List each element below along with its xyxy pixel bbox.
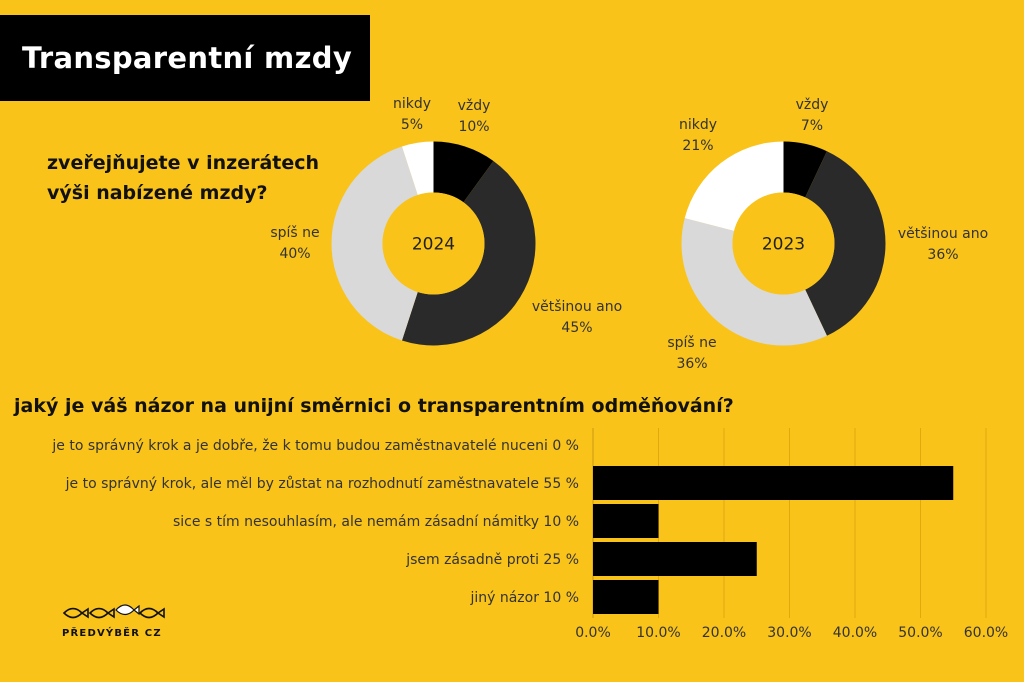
- label-name: vždy: [795, 97, 829, 113]
- page-title: Transparentní mzdy: [22, 41, 353, 75]
- label-pct: 36%: [676, 356, 708, 372]
- donut-2023-slice-0: [783, 141, 827, 198]
- donut-2023-slice-1: [805, 151, 886, 336]
- x-tick-label: 50.0%: [898, 625, 942, 641]
- label-name: nikdy: [392, 96, 432, 112]
- x-tick-label: 20.0%: [702, 625, 746, 641]
- label-name: spíš ne: [667, 335, 717, 351]
- label-2024-vetsinou-ano: většinou ano 45%: [532, 297, 622, 339]
- bar: [593, 580, 659, 614]
- donut-2023-slice-3: [684, 141, 784, 231]
- donut-2024-slice-2: [331, 146, 418, 341]
- x-tick-label: 60.0%: [964, 625, 1008, 641]
- label-name: vždy: [457, 98, 491, 114]
- label-pct: 36%: [927, 247, 959, 263]
- x-tick-label: 40.0%: [833, 625, 877, 641]
- donut-2023-slice-2: [681, 218, 827, 346]
- question-2: jaký je váš názor na unijní směrnici o t…: [14, 395, 734, 417]
- donut-2023-center-label: 2023: [762, 235, 805, 255]
- x-tick-label: 30.0%: [767, 625, 811, 641]
- category-label: jsem zásadně proti 25 %: [405, 552, 579, 568]
- label-pct: 10%: [458, 119, 490, 135]
- label-2023-spis-ne: spíš ne 36%: [667, 333, 716, 375]
- donut-2023-hole: [732, 192, 835, 295]
- donut-2024-hole: [382, 192, 485, 295]
- donut-2024-center-label: 2024: [412, 235, 455, 255]
- label-2023-nikdy: nikdy 21%: [679, 115, 717, 157]
- label-2023-vetsinou-ano: většinou ano 36%: [898, 224, 988, 266]
- category-label: je to správný krok a je dobře, že k tomu…: [51, 438, 579, 454]
- label-pct: 40%: [279, 246, 311, 262]
- label-2024-nikdy: nikdy 5%: [393, 94, 431, 136]
- title-banner: Transparentní mzdy: [0, 15, 370, 101]
- donut-chart-2023: 2023: [681, 141, 886, 346]
- donut-2024-slice-0: [433, 141, 494, 203]
- label-name: většinou ano: [897, 226, 989, 242]
- category-label: sice s tím nesouhlasím, ale nemám zásadn…: [173, 514, 579, 530]
- label-pct: 45%: [561, 320, 593, 336]
- bar: [593, 542, 757, 576]
- donut-2024-slice-3: [401, 141, 434, 195]
- x-tick-label: 0.0%: [575, 625, 611, 641]
- label-2023-vzdy: vždy 7%: [796, 95, 829, 137]
- logo-text: PŘEDVÝBĚR CZ: [62, 628, 162, 639]
- donut-2024-slice-1: [401, 160, 536, 346]
- question-1: zveřejňujete v inzerátech výši nabízené …: [47, 152, 320, 204]
- category-label: jiný názor 10 %: [469, 590, 579, 606]
- label-name: nikdy: [678, 117, 718, 133]
- logo: PŘEDVÝBĚR CZ: [62, 600, 172, 639]
- label-pct: 5%: [400, 117, 424, 133]
- category-label: je to správný krok, ale měl by zůstat na…: [65, 476, 579, 492]
- label-pct: 7%: [800, 118, 824, 134]
- label-name: spíš ne: [270, 225, 320, 241]
- fish-logo-icon: [62, 604, 165, 619]
- label-pct: 21%: [682, 138, 714, 154]
- label-2024-vzdy: vždy 10%: [458, 96, 491, 138]
- bar: [593, 504, 659, 538]
- x-tick-label: 10.0%: [636, 625, 680, 641]
- label-name: většinou ano: [531, 299, 623, 315]
- donut-chart-2024: 2024: [331, 141, 536, 346]
- label-2024-spis-ne: spíš ne 40%: [270, 223, 319, 265]
- bar: [593, 466, 954, 500]
